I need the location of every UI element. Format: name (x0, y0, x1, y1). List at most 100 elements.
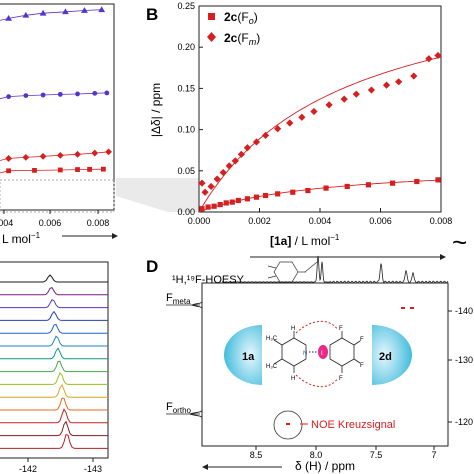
data-point-fo (211, 203, 217, 209)
panel-c-frame (0, 261, 109, 459)
iodine-label: I (321, 351, 323, 357)
data-point (74, 150, 81, 158)
data-point (39, 9, 47, 16)
data-point-fm (382, 81, 391, 89)
x-tick-label: 0.008 (430, 216, 453, 226)
spectrum-trace (0, 310, 108, 321)
legend-marker-diamond (207, 32, 216, 42)
data-point-fo (262, 192, 269, 199)
x-tick-label: 0.000 (188, 216, 211, 226)
panel-c: -142 -143 (0, 261, 109, 474)
data-point (57, 167, 63, 173)
data-point (22, 11, 30, 18)
unit-2d-shape (372, 325, 412, 385)
data-point-fm (274, 125, 282, 133)
data-point (39, 152, 47, 160)
legend: 2c(Fo) 2c(Fm) (207, 10, 260, 47)
data-point-fm (237, 150, 245, 158)
spectrum-trace (0, 335, 108, 347)
x-tick-label: 0.006 (369, 216, 392, 226)
data-point-fo (323, 185, 329, 191)
data-point (22, 154, 30, 161)
panel-c-x-tick-label: -142 (19, 464, 37, 474)
data-point-fo (199, 206, 205, 212)
spectrum-trace (0, 299, 108, 309)
host-guest-cartoon: 1a 2d H₃C H₃C H H N I (224, 320, 412, 388)
panel-a-x-axis-label: L mol−1 (2, 231, 41, 246)
arrowhead (112, 233, 118, 239)
data-point-fo (414, 178, 420, 185)
panel-b: B 0.000.050.100.150.200.250.000 0.002 0.00… (146, 1, 467, 260)
data-point-fm (352, 90, 360, 98)
data-point-fm (340, 95, 348, 103)
data-point-fo (290, 189, 296, 195)
methyl-label: H₃C (266, 364, 278, 370)
h-label: H (291, 326, 295, 332)
data-point-fm (261, 131, 270, 139)
data-point (75, 91, 80, 97)
panel-d-ticks: 8.5 8.0 7.5 7 -140 -130 -120 (250, 306, 473, 460)
data-point-fm (207, 182, 215, 191)
methyl-label: H₃C (266, 336, 278, 342)
y-tick-label: 0.10 (177, 125, 195, 135)
f-atom: F (360, 337, 364, 343)
data-point-fm (213, 175, 221, 183)
data-point-fo (217, 201, 223, 208)
y-tick-label: 0.15 (177, 83, 195, 93)
spectrum-trace (0, 371, 108, 385)
f-atom: F (360, 363, 364, 369)
noe-arrow (295, 374, 339, 388)
legend-marker-square (208, 13, 215, 20)
data-point (5, 14, 13, 21)
x-tick-label: 0.002 (248, 216, 271, 226)
n-atom: N (303, 351, 307, 357)
y-tick-label: -130 (455, 355, 473, 365)
data-point (57, 91, 63, 97)
panel-a-marks (0, 6, 112, 174)
x-tick-label: 7 (431, 450, 436, 460)
panel-b-letter: B (146, 5, 158, 24)
cross-peak (401, 307, 405, 309)
data-point-fm (201, 188, 209, 196)
spectrum-trace (0, 434, 108, 449)
data-point-fm (225, 162, 233, 170)
cross-peak (410, 307, 414, 309)
panel-d-letter: D (146, 257, 158, 276)
spectrum-trace (0, 323, 108, 334)
noe-highlight-circle (273, 410, 303, 440)
y-tick-label: -120 (455, 417, 473, 427)
f-ortho-label: Fortho (166, 401, 192, 415)
y-tick-label: -140 (455, 306, 473, 316)
data-point (91, 149, 99, 157)
zoom-band (116, 178, 208, 212)
f-meta-label: Fmeta (166, 292, 191, 306)
panel-b-x-axis-label: [1a] / L mol−1 (270, 233, 340, 248)
data-point (5, 155, 13, 162)
data-point-fm (198, 179, 206, 187)
spectrum-trace (0, 286, 108, 296)
data-point-fm (310, 107, 318, 116)
data-point-fo (223, 200, 229, 206)
data-point-fo (435, 177, 441, 183)
panel-b-axes: 0.00 0.05 0.10 0.15 0.20 0.25 0.000 0.002 0.004 0… (177, 1, 452, 226)
spectrum-trace (0, 397, 108, 411)
f-atom: F (339, 326, 343, 332)
f-atom: F (339, 376, 343, 382)
panel-a-zoom-box (0, 179, 115, 213)
data-point (104, 90, 110, 96)
panel-c-x-tick-label: -143 (84, 464, 102, 474)
panel-a-x-tick-label: 0.004 (0, 218, 13, 228)
spectrum-trace (0, 408, 108, 424)
data-point-fm (286, 119, 294, 127)
x-tick-label: 0.004 (309, 216, 332, 226)
data-point-fo (305, 187, 311, 194)
noe-cross-peak (286, 423, 290, 425)
assignment-line (304, 261, 318, 273)
data-point (6, 94, 12, 100)
data-point (40, 92, 46, 98)
legend-entry-1: 2c(Fo) (224, 10, 258, 26)
data-point (105, 148, 112, 156)
data-point-fm (243, 144, 251, 152)
data-point (81, 7, 88, 13)
data-point-fo (275, 191, 281, 197)
